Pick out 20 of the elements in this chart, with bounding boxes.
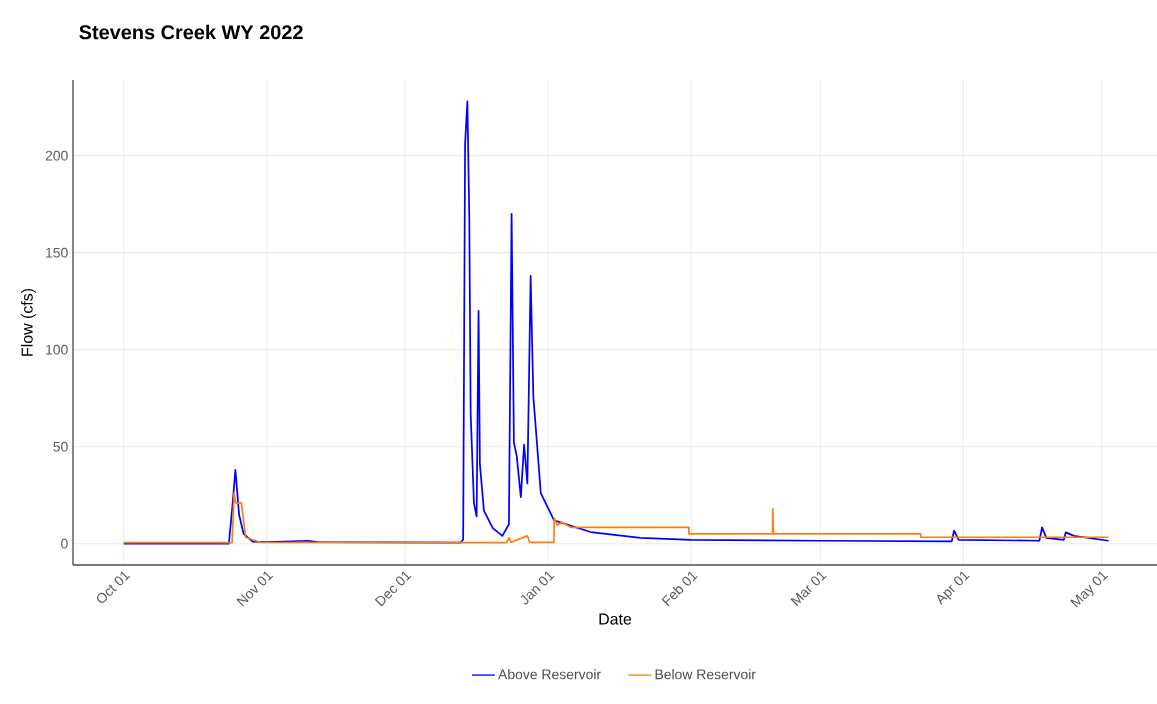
x-tick-label: Oct 01 bbox=[96, 571, 131, 603]
x-axis-title: Date bbox=[599, 613, 632, 625]
y-tick-label: 0 bbox=[61, 538, 68, 549]
line-series bbox=[122, 492, 1110, 544]
y-tick-label: 150 bbox=[46, 247, 68, 258]
y-tick-label: 50 bbox=[53, 441, 68, 452]
legend-label: Above Reservoir bbox=[498, 669, 601, 680]
y-tick-label: 100 bbox=[46, 344, 68, 355]
x-tick-label: Feb 01 bbox=[661, 571, 698, 607]
chart-title: Stevens Creek WY 2022 bbox=[79, 24, 303, 40]
y-axis-title: Flow (cfs) bbox=[21, 288, 36, 356]
x-tick-label: Nov 01 bbox=[236, 571, 274, 607]
x-tick-label: Mar 01 bbox=[790, 571, 827, 606]
line-series bbox=[122, 100, 1110, 545]
x-tick-label: Jan 01 bbox=[520, 571, 555, 605]
y-tick-label: 200 bbox=[45, 150, 68, 161]
x-tick-label: Dec 01 bbox=[374, 571, 412, 607]
x-tick-label: May 01 bbox=[1070, 571, 1109, 608]
x-tick-label: Apr 01 bbox=[937, 571, 970, 606]
legend-label: Below Reservoir bbox=[655, 669, 756, 680]
